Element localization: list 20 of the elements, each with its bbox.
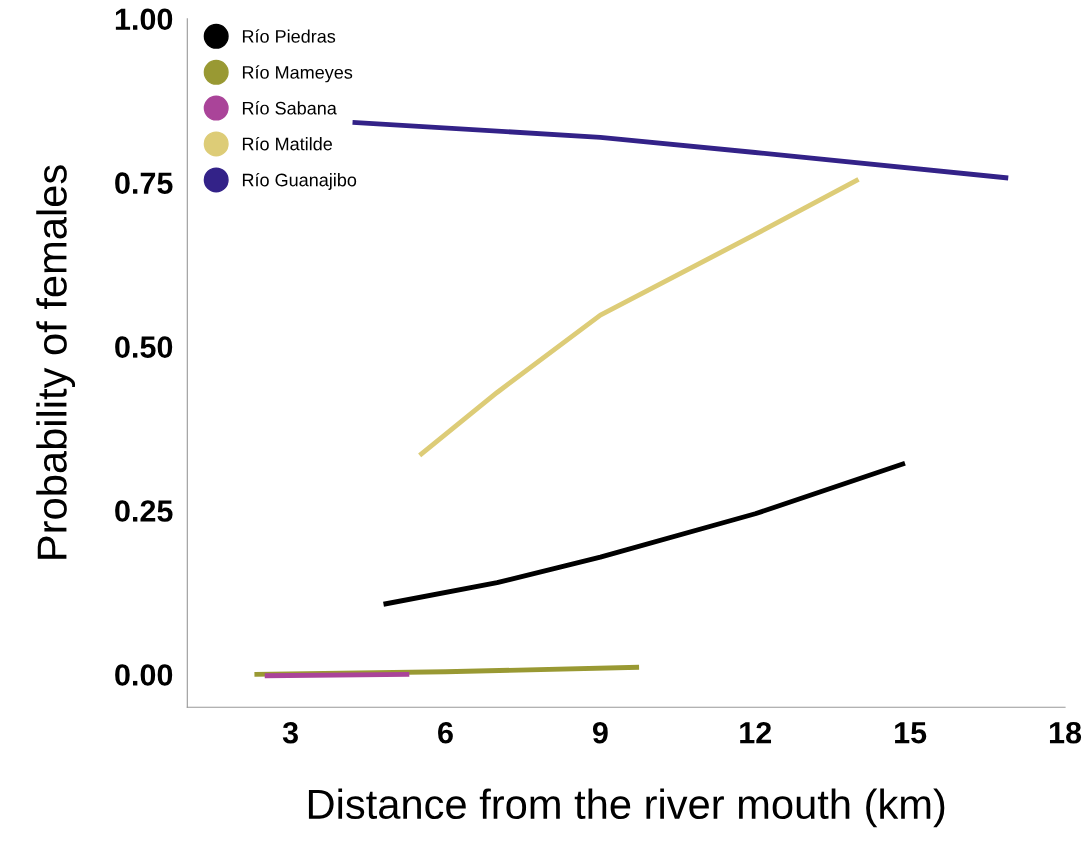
x-tick-label: 6 <box>438 721 453 744</box>
y-tick-label: 0.25 <box>115 500 173 522</box>
line-series <box>381 460 908 607</box>
legend-label: Río Guanajibo <box>242 172 357 190</box>
legend-label: Río Piedras <box>242 29 336 43</box>
y-tick-label: 1.00 <box>115 8 173 31</box>
x-tick-label: 18 <box>1049 721 1082 744</box>
y-tick-label: 0.50 <box>115 336 173 358</box>
y-axis-title: Probability of females <box>36 165 76 559</box>
x-axis-title: Distance from the river mouth (km) <box>308 788 945 828</box>
y-tick-label: 0.75 <box>115 172 173 194</box>
y-tick-label: 0.00 <box>115 664 173 686</box>
legend-label: Río Matilde <box>242 136 332 151</box>
legend-label: Río Mameyes <box>242 65 353 83</box>
x-tick-label: 12 <box>740 721 772 744</box>
x-tick-label: 3 <box>282 721 298 744</box>
line-series <box>417 176 861 458</box>
x-tick-label: 9 <box>592 721 608 744</box>
legend-label: Río Sabana <box>242 101 337 115</box>
x-tick-label: 15 <box>895 722 927 744</box>
